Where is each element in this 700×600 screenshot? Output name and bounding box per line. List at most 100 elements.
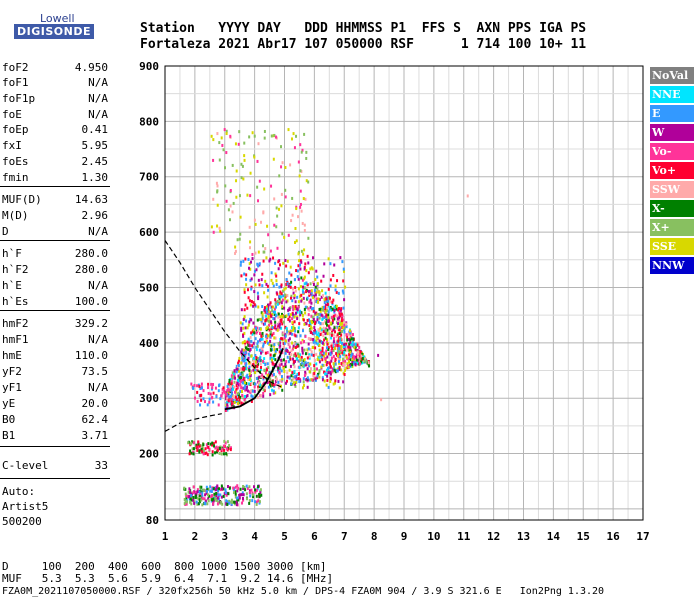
echo-point	[308, 291, 311, 295]
echo-point	[324, 332, 327, 336]
echo-point	[240, 384, 243, 388]
echo-point	[332, 337, 335, 341]
echo-point	[302, 363, 305, 367]
echo-point	[202, 389, 205, 393]
y-tick-label: 800	[139, 115, 159, 128]
echo-point	[297, 287, 300, 291]
echo-point	[241, 496, 244, 500]
echo-point	[273, 353, 276, 357]
echo-point	[257, 142, 260, 146]
echo-point	[195, 445, 198, 449]
echo-point	[214, 486, 217, 490]
echo-point	[294, 305, 297, 309]
echo-point	[320, 353, 323, 357]
echo-point	[309, 378, 312, 382]
echo-point	[340, 329, 343, 333]
echo-point	[236, 496, 239, 500]
echo-point	[223, 439, 226, 443]
echo-point	[254, 283, 257, 287]
echo-point	[329, 379, 332, 383]
echo-point	[340, 362, 343, 366]
echo-point	[272, 383, 275, 387]
echo-point	[275, 283, 278, 287]
echo-point	[322, 334, 325, 338]
echo-point	[193, 396, 196, 400]
echo-point	[312, 296, 315, 300]
echo-point	[338, 386, 341, 390]
echo-point	[324, 359, 327, 363]
echo-point	[353, 355, 356, 359]
echo-point	[339, 355, 342, 359]
echo-point	[339, 337, 342, 341]
echo-point	[317, 312, 320, 316]
echo-point	[204, 451, 207, 455]
echo-point	[235, 397, 238, 401]
echo-point	[248, 485, 251, 489]
echo-point	[310, 289, 313, 293]
echo-point	[348, 364, 351, 368]
echo-point	[273, 133, 276, 137]
echo-point	[201, 386, 204, 390]
echo-point	[210, 225, 213, 229]
echo-point	[313, 375, 316, 379]
echo-point	[211, 386, 214, 390]
echo-point	[304, 334, 307, 338]
echo-point	[300, 341, 303, 345]
echo-point	[274, 272, 277, 276]
echo-point	[321, 341, 324, 345]
echo-point	[294, 359, 297, 363]
echo-point	[299, 358, 302, 362]
echo-point	[198, 444, 201, 448]
echo-point	[244, 364, 247, 368]
echo-point	[353, 356, 356, 360]
echo-point	[238, 398, 241, 402]
echo-point	[313, 367, 316, 371]
echo-point	[255, 356, 258, 360]
echo-point	[307, 313, 310, 317]
echo-point	[270, 134, 273, 138]
echo-point	[239, 379, 242, 383]
echo-point	[349, 350, 352, 354]
echo-point	[235, 364, 238, 368]
echo-point	[315, 362, 318, 366]
echo-point	[351, 361, 354, 365]
echo-point	[319, 321, 322, 325]
echo-point	[325, 372, 328, 376]
echo-point	[214, 488, 217, 492]
echo-point	[323, 305, 326, 309]
echo-point	[331, 329, 334, 333]
echo-point	[350, 333, 353, 337]
echo-point	[261, 272, 264, 276]
echo-point	[250, 382, 253, 386]
echo-point	[311, 378, 314, 382]
echo-point	[269, 301, 272, 305]
echo-point	[304, 370, 307, 374]
echo-point	[225, 447, 228, 451]
echo-point	[245, 273, 248, 277]
echo-point	[248, 490, 251, 494]
echo-point	[344, 346, 347, 350]
echo-point	[273, 344, 276, 348]
echo-point	[237, 363, 240, 367]
echo-point	[284, 351, 287, 355]
echo-point	[317, 328, 320, 332]
echo-point	[313, 294, 316, 298]
echo-point	[203, 497, 206, 501]
echo-point	[344, 348, 347, 352]
echo-point	[237, 359, 240, 363]
echo-point	[341, 351, 344, 355]
echo-point	[345, 366, 348, 370]
echo-point	[192, 441, 195, 445]
echo-point	[184, 492, 187, 496]
echo-point	[215, 491, 218, 495]
echo-point	[188, 487, 191, 491]
echo-point	[343, 328, 346, 332]
echo-point	[309, 292, 312, 296]
echo-point	[266, 341, 269, 345]
legend-item-vo-: Vo-	[650, 143, 694, 160]
echo-point	[269, 335, 272, 339]
echo-point	[337, 307, 340, 311]
echo-point	[285, 326, 288, 330]
echo-point	[265, 314, 268, 318]
echo-point	[223, 389, 226, 393]
